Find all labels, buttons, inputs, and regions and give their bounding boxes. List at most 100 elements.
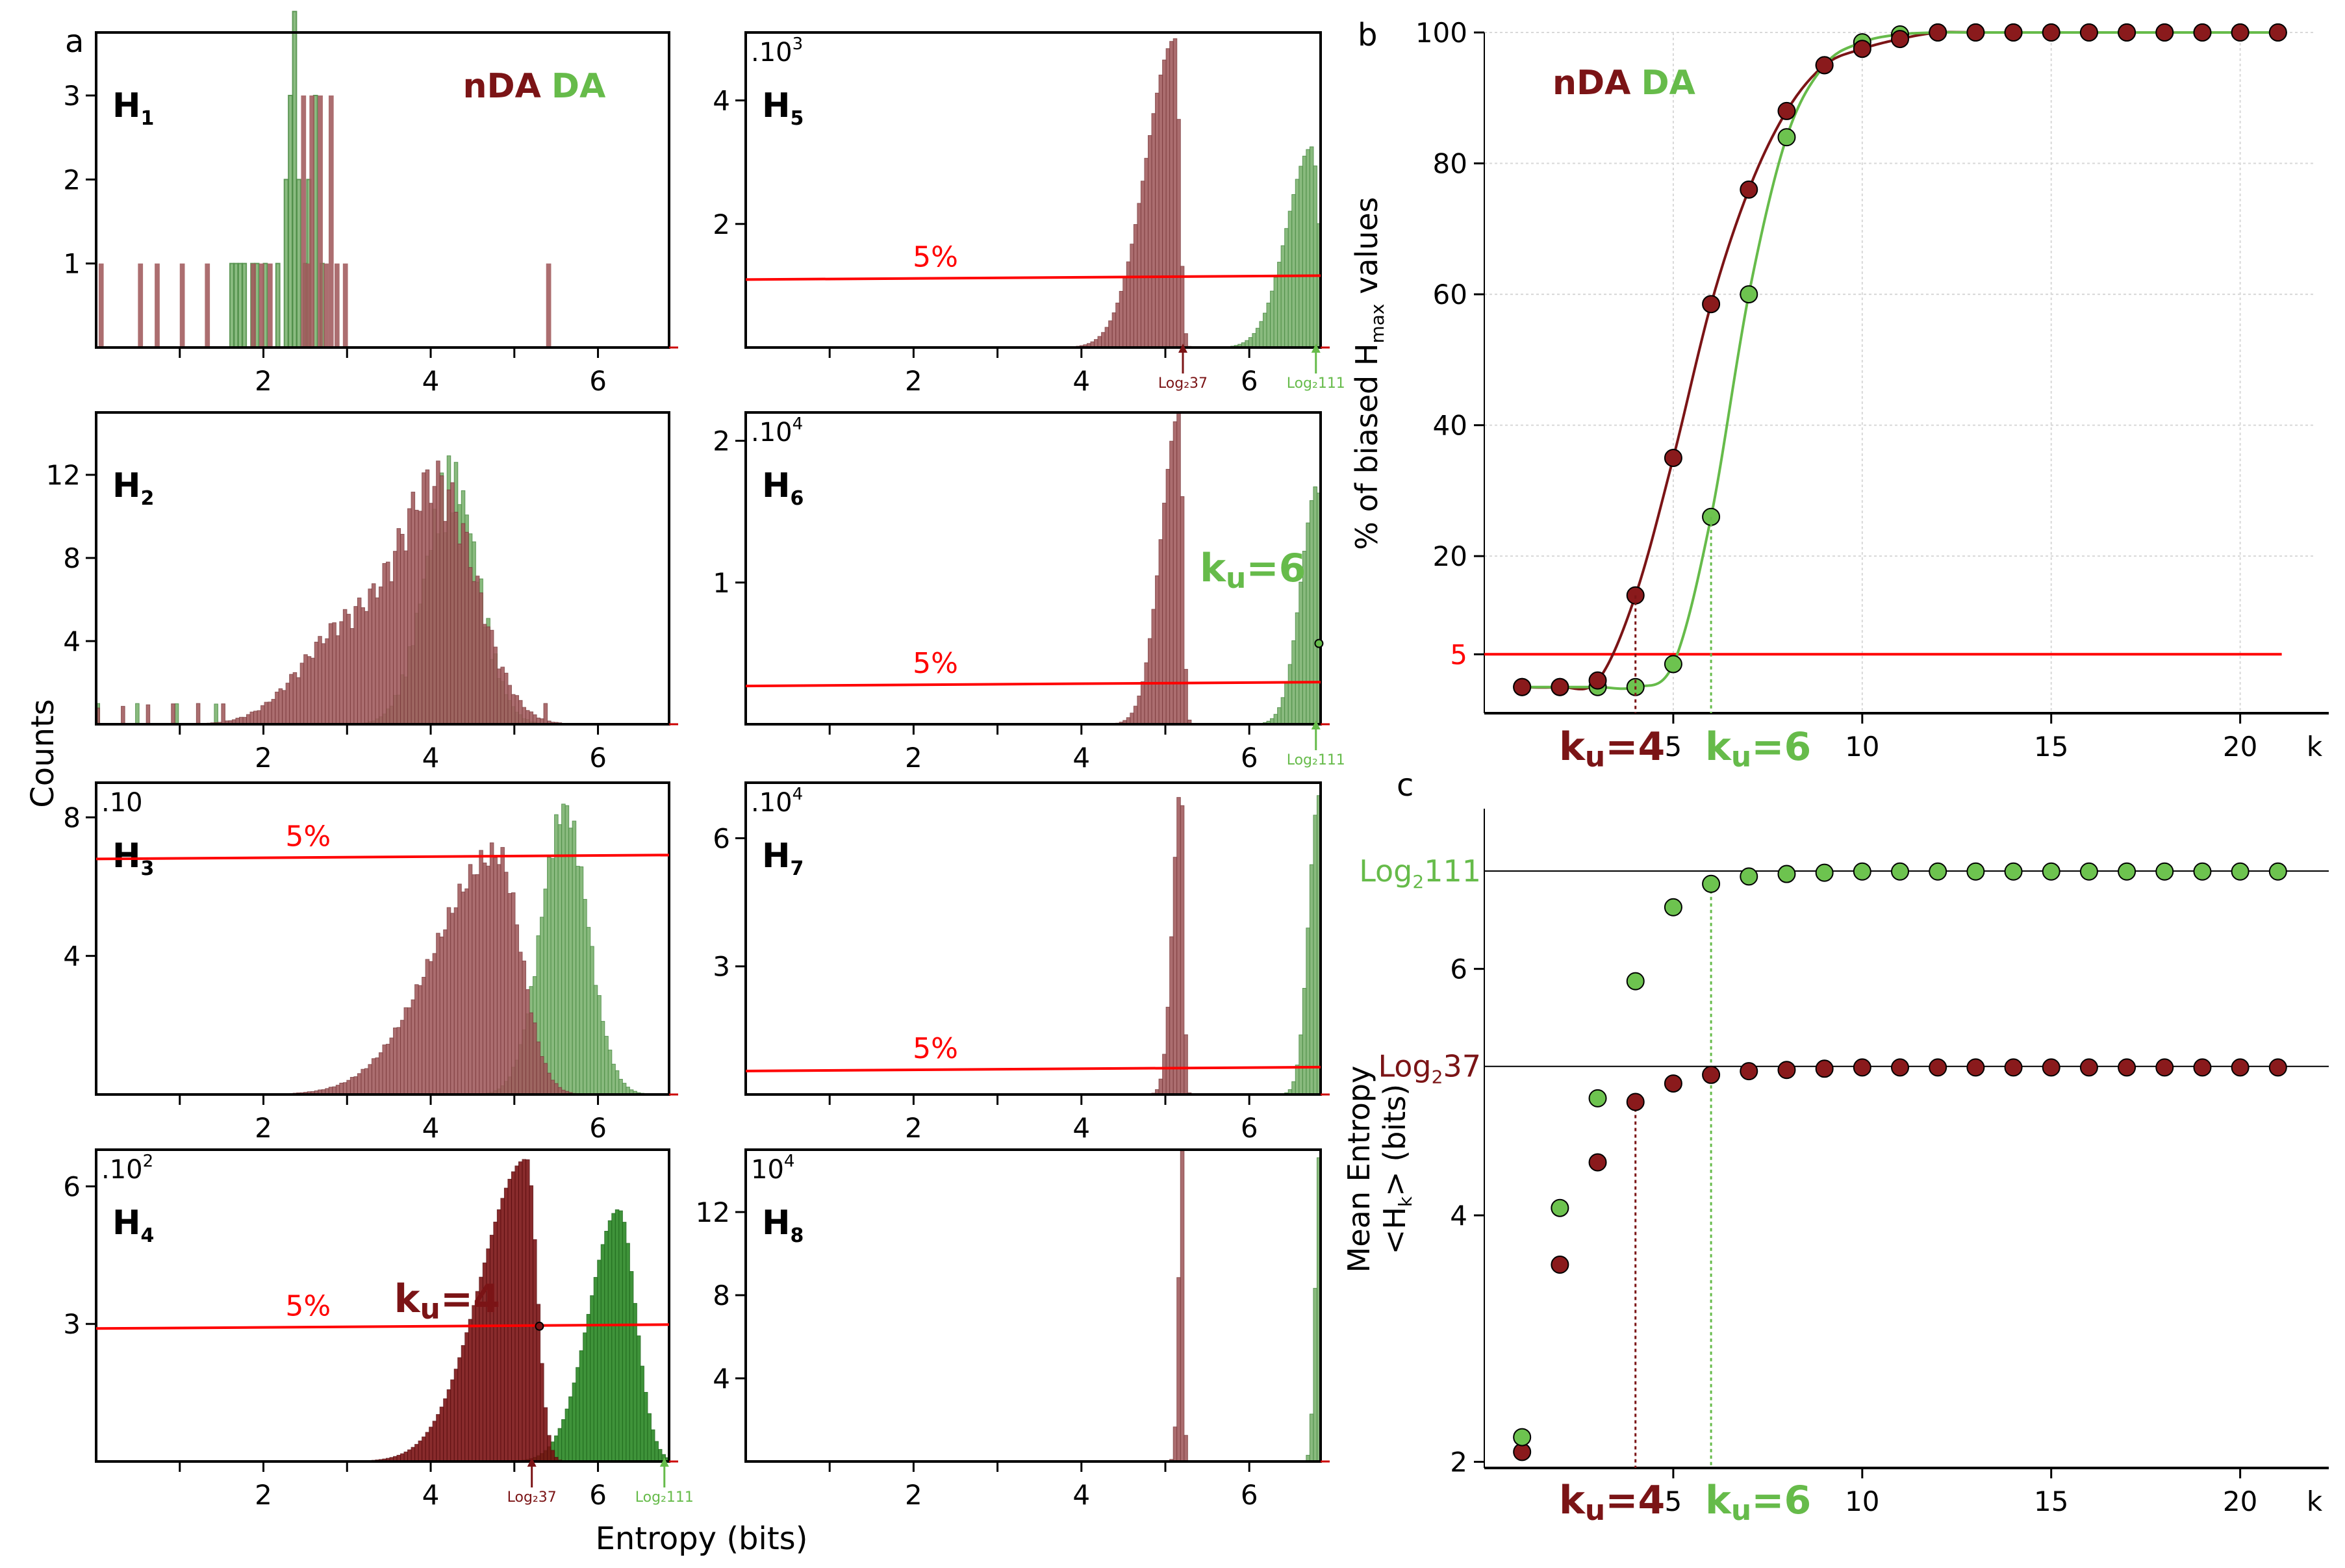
c-point-da bbox=[1853, 862, 1871, 881]
histogram-frame bbox=[95, 1148, 670, 1463]
b-y-tick-label: 80 bbox=[1433, 148, 1467, 180]
b-point-nda bbox=[1740, 180, 1758, 199]
histogram-bar-nda bbox=[271, 699, 276, 725]
histogram-bar-nda bbox=[260, 705, 265, 725]
histogram-bar-nda bbox=[268, 702, 272, 725]
b-point-da bbox=[1740, 285, 1758, 304]
y-tick-label: 2 bbox=[713, 425, 730, 457]
x-tick-label: 4 bbox=[1072, 742, 1090, 774]
histogram-bar-nda bbox=[422, 1436, 426, 1462]
histogram-bar-da bbox=[229, 262, 234, 348]
histogram-bar-da bbox=[1259, 321, 1263, 348]
histogram-bar-nda bbox=[464, 531, 469, 725]
histogram-bar-da bbox=[1299, 166, 1303, 348]
histogram-bar-da bbox=[547, 857, 551, 1095]
histogram-bar-nda bbox=[518, 952, 523, 1095]
histogram-bar-nda bbox=[436, 1414, 440, 1462]
histogram-bar-da bbox=[615, 1070, 620, 1095]
histogram-bar-nda bbox=[1126, 261, 1131, 348]
histogram-bar-nda bbox=[375, 597, 379, 725]
histogram-bar-nda bbox=[425, 469, 430, 725]
histogram-frame bbox=[95, 781, 670, 1096]
histogram-bar-nda bbox=[282, 690, 286, 725]
histogram-bar-da bbox=[600, 1244, 605, 1462]
histogram-bar-nda bbox=[396, 1027, 401, 1095]
five-percent-line bbox=[745, 274, 1321, 281]
histogram-bar-nda bbox=[1137, 695, 1141, 725]
ku-k: k bbox=[1559, 724, 1586, 770]
histogram-bar-da bbox=[564, 805, 570, 1095]
b-y-tick-label: 20 bbox=[1433, 540, 1467, 572]
histogram-bar-nda bbox=[533, 714, 537, 725]
b-point-nda bbox=[1588, 671, 1607, 690]
log111-arrow bbox=[1311, 720, 1321, 729]
b-y-tick-label: 5 bbox=[1450, 639, 1467, 670]
histogram-bar-nda bbox=[461, 1345, 466, 1462]
histogram-bar-nda bbox=[246, 714, 251, 725]
x-tick-label: 2 bbox=[905, 742, 922, 774]
c-point-nda bbox=[1815, 1059, 1834, 1078]
histogram-bar-nda bbox=[450, 482, 455, 725]
c-ylabel-post: > (bits) bbox=[1377, 1084, 1412, 1196]
histogram-bar-nda bbox=[259, 263, 264, 348]
histogram-bar-da bbox=[242, 262, 247, 348]
histogram-bar-nda bbox=[411, 492, 416, 725]
histogram-bar-nda bbox=[507, 1178, 512, 1462]
histogram-bar-nda bbox=[547, 1435, 551, 1462]
histogram-bar-nda bbox=[1140, 681, 1145, 725]
histogram-bar-nda bbox=[353, 1076, 358, 1095]
histogram-title-h: H bbox=[762, 1204, 791, 1243]
histogram-frame bbox=[95, 411, 670, 726]
scale-exponent: 4 bbox=[784, 1152, 795, 1171]
histogram-bar-nda bbox=[323, 263, 329, 348]
histogram-bar-nda bbox=[450, 913, 455, 1095]
histogram-bar-da bbox=[296, 179, 301, 348]
histogram-bar-nda bbox=[493, 857, 498, 1095]
histogram-bar-nda bbox=[393, 551, 398, 725]
c-point-da bbox=[2042, 862, 2060, 881]
histogram-bar-nda bbox=[396, 528, 401, 725]
b-point-nda bbox=[2268, 23, 2287, 42]
scale-base: .10 bbox=[751, 418, 792, 448]
histogram-bar-da bbox=[1313, 165, 1317, 348]
ku-annotation: ku=6 bbox=[1200, 546, 1306, 595]
ku-k: k bbox=[1705, 1478, 1732, 1523]
histogram-bar-nda bbox=[522, 1159, 526, 1462]
c-point-da bbox=[1513, 1428, 1532, 1447]
c-point-nda bbox=[2231, 1058, 2250, 1077]
b-point-nda bbox=[2155, 23, 2174, 42]
histogram-bars-h5 bbox=[1072, 38, 1321, 348]
histogram-bar-nda bbox=[550, 1450, 555, 1462]
b-ylabel-main: % of biased H bbox=[1349, 344, 1384, 550]
histogram-bar-nda bbox=[378, 587, 383, 725]
histogram-bar-da bbox=[640, 1365, 644, 1462]
log111-label: Log₂111 bbox=[635, 1489, 694, 1506]
histogram-title-sub: 6 bbox=[791, 487, 804, 510]
histogram-bar-nda bbox=[443, 929, 448, 1095]
log37-arrow bbox=[527, 1458, 537, 1467]
histogram-bar-nda bbox=[453, 907, 459, 1095]
c-point-da bbox=[2004, 862, 2023, 881]
histogram-bar-nda bbox=[403, 1451, 409, 1462]
log111-label: Log₂111 bbox=[1287, 752, 1345, 768]
c-ylabel-pre: <H bbox=[1377, 1207, 1412, 1254]
histogram-bar-nda bbox=[371, 583, 376, 725]
scale-factor: .103 bbox=[751, 34, 803, 68]
histogram-bar-da bbox=[1302, 155, 1307, 348]
histogram-bar-nda bbox=[529, 1185, 534, 1462]
b-point-da bbox=[1664, 655, 1682, 674]
c-point-da bbox=[1551, 1198, 1569, 1217]
ku-marker bbox=[1314, 639, 1324, 648]
scale-factor: 104 bbox=[751, 1152, 794, 1185]
histogram-bar-da bbox=[275, 262, 281, 348]
histogram-bar-da bbox=[622, 1222, 627, 1462]
c-log37-label: Log237 bbox=[1378, 1049, 1481, 1088]
histogram-bar-nda bbox=[1184, 668, 1188, 725]
histogram-title: H7 bbox=[762, 837, 804, 880]
histogram-bar-da bbox=[1280, 697, 1286, 725]
five-percent-line bbox=[95, 1323, 670, 1330]
histogram-bar-nda bbox=[171, 703, 175, 725]
histogram-title-h: H bbox=[112, 466, 141, 505]
